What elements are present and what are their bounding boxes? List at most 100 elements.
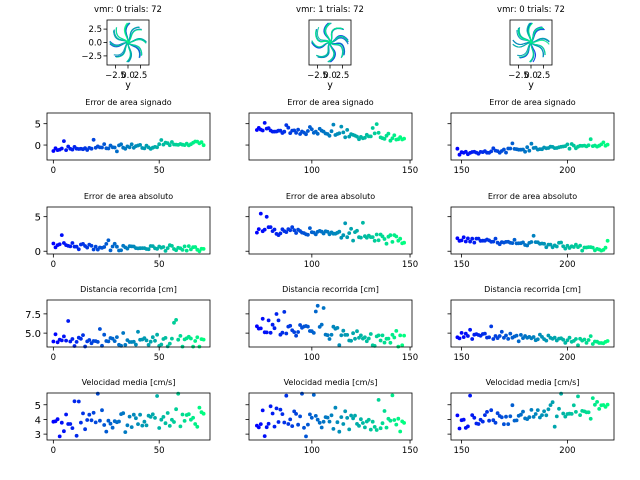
data-point <box>588 334 593 338</box>
data-point <box>280 412 285 416</box>
data-point <box>382 340 387 345</box>
data-point <box>506 337 511 341</box>
data-point <box>138 143 143 147</box>
data-point <box>329 129 334 134</box>
data-point <box>374 122 379 126</box>
data-point <box>72 399 77 404</box>
trajectory-line <box>311 40 330 48</box>
data-point <box>106 339 111 344</box>
data-point <box>159 417 164 422</box>
data-point <box>378 338 383 343</box>
data-point <box>396 416 401 421</box>
data-point <box>364 339 369 344</box>
data-point <box>155 145 160 150</box>
data-point <box>182 419 187 423</box>
y-tick-label: 0.0 <box>88 39 102 49</box>
panel-title: Velocidad media [cm/s] <box>82 378 176 387</box>
data-point <box>376 238 381 243</box>
data-point <box>91 410 96 415</box>
data-point <box>576 343 580 348</box>
data-point <box>472 240 477 245</box>
data-point <box>131 339 136 344</box>
y-tick-label: 7.5 <box>25 310 41 321</box>
data-point <box>262 227 267 232</box>
data-point <box>361 421 365 425</box>
data-point <box>191 415 196 420</box>
data-point <box>62 429 66 434</box>
panel-title: Error de area signado <box>489 98 575 107</box>
data-point <box>51 149 56 153</box>
data-point <box>68 244 73 249</box>
data-point <box>110 244 115 249</box>
data-point <box>136 329 140 334</box>
data-point <box>351 331 355 336</box>
data-point <box>165 411 170 415</box>
panel-title: Error de area signado <box>85 98 171 107</box>
trajectory-line <box>530 42 544 58</box>
data-point <box>112 145 117 150</box>
data-point <box>74 340 79 344</box>
data-point <box>374 428 379 432</box>
data-point <box>274 406 279 411</box>
data-point <box>378 426 383 431</box>
data-point <box>361 220 365 225</box>
data-point <box>499 329 504 334</box>
data-point <box>159 342 164 347</box>
data-point <box>83 344 87 349</box>
trajectory-row: vmr: 0 trials: 72−2.50.02.5y2.50.0−2.5vm… <box>81 5 565 91</box>
data-point <box>398 429 403 434</box>
x-tick-label: −2.5 <box>508 71 529 81</box>
data-point <box>574 410 578 414</box>
trajectory-line <box>115 27 129 43</box>
data-point <box>483 413 487 417</box>
data-point <box>106 238 111 243</box>
data-point <box>115 335 119 339</box>
trajectory-line <box>329 27 344 43</box>
data-point <box>178 424 183 429</box>
scatter-panel: Velocidad media [cm/s] 100 150 <box>245 378 418 456</box>
data-point <box>595 400 599 404</box>
data-point <box>272 424 277 429</box>
data-point <box>184 248 189 253</box>
data-point <box>327 419 332 424</box>
trajectory-line <box>529 42 534 63</box>
data-point <box>57 242 62 247</box>
data-point <box>455 413 460 418</box>
data-point <box>521 409 525 414</box>
data-point <box>57 434 62 439</box>
data-point <box>199 140 204 145</box>
trajectory-line <box>316 26 331 43</box>
trajectory-line <box>528 22 534 43</box>
axes-frame <box>248 392 413 441</box>
axes-frame <box>450 206 615 255</box>
data-point <box>272 227 277 232</box>
data-point <box>468 327 472 332</box>
data-point <box>74 433 79 438</box>
data-point <box>466 424 470 429</box>
data-point <box>294 131 298 135</box>
data-point <box>504 333 508 338</box>
data-point <box>288 228 293 233</box>
y-tick-label: 5 <box>35 401 41 412</box>
data-point <box>140 423 145 428</box>
data-point <box>81 411 85 416</box>
data-point <box>284 393 289 398</box>
data-point <box>337 229 342 234</box>
data-point <box>95 391 100 396</box>
data-point <box>76 247 81 252</box>
data-point <box>489 324 494 329</box>
data-point <box>127 414 132 419</box>
data-point <box>341 130 346 135</box>
data-point <box>502 147 506 152</box>
data-point <box>193 422 198 426</box>
data-point <box>588 416 593 421</box>
data-point <box>98 418 102 423</box>
data-point <box>605 402 610 407</box>
data-point <box>115 149 119 154</box>
data-point <box>85 418 90 422</box>
data-point <box>131 412 136 417</box>
data-point <box>459 238 464 243</box>
data-point <box>327 337 332 341</box>
data-point <box>531 415 536 419</box>
data-point <box>559 240 563 245</box>
